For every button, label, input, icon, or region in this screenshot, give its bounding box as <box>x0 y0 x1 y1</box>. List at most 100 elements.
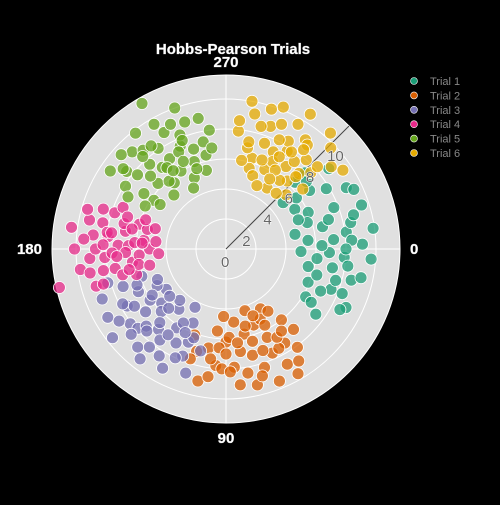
data-point <box>241 366 255 380</box>
data-point <box>254 120 268 133</box>
series-6 <box>231 94 350 202</box>
data-point <box>187 142 201 156</box>
data-point <box>116 280 130 293</box>
data-point <box>319 182 333 196</box>
data-point <box>83 266 97 280</box>
legend-label: Trial 3 <box>430 105 460 117</box>
data-point <box>310 268 324 282</box>
radial-tick-label: 8 <box>306 169 314 186</box>
data-point <box>53 281 66 294</box>
data-point <box>325 261 339 275</box>
data-point <box>202 123 216 137</box>
data-point <box>231 336 244 350</box>
data-point <box>347 182 361 196</box>
data-point <box>135 236 149 250</box>
data-point <box>289 170 303 184</box>
data-point <box>127 299 141 313</box>
data-point <box>274 313 288 327</box>
data-points <box>53 94 380 392</box>
data-point <box>97 264 110 278</box>
data-point <box>137 187 151 201</box>
data-point <box>301 233 315 247</box>
data-point <box>131 168 144 182</box>
data-point <box>314 284 328 298</box>
data-point <box>233 378 247 392</box>
series-1 <box>276 162 380 321</box>
data-point <box>235 153 249 167</box>
data-point <box>315 239 329 253</box>
data-point <box>329 273 343 287</box>
data-point <box>145 288 159 302</box>
data-point <box>310 160 324 174</box>
legend-label: Trial 6 <box>430 148 460 160</box>
data-point <box>179 366 193 380</box>
legend-label: Trial 5 <box>430 134 460 146</box>
radial-tick-label: 4 <box>263 212 271 229</box>
data-point <box>105 226 118 240</box>
data-point <box>166 164 180 178</box>
data-point <box>291 213 305 227</box>
data-point <box>65 220 78 234</box>
angular-axis-ticks: 0 90 180 270 <box>17 54 419 448</box>
data-point <box>103 164 117 178</box>
legend-label: Trial 1 <box>430 76 460 88</box>
data-point <box>263 172 277 186</box>
data-point <box>366 221 380 235</box>
data-point <box>81 202 94 216</box>
data-point <box>83 213 96 227</box>
angular-tick-label: 180 <box>17 241 42 258</box>
data-point <box>175 134 189 147</box>
data-point <box>201 370 215 384</box>
data-point <box>310 252 324 266</box>
angular-tick-label: 270 <box>213 54 238 71</box>
data-point <box>136 150 150 163</box>
data-point <box>176 154 190 168</box>
data-point <box>162 301 176 315</box>
series-4 <box>53 200 166 294</box>
chart-title: Hobbs-Pearson Trials <box>156 41 310 58</box>
data-point <box>168 351 182 365</box>
data-point <box>250 179 264 193</box>
series-5 <box>103 97 219 213</box>
data-point <box>291 117 305 131</box>
data-point <box>304 295 318 309</box>
data-point <box>336 163 350 177</box>
legend-marker <box>410 134 418 143</box>
data-point <box>149 235 163 249</box>
data-point <box>272 341 286 355</box>
data-point <box>116 297 130 311</box>
data-point <box>272 374 286 388</box>
data-point <box>147 117 161 131</box>
data-point <box>122 263 136 277</box>
data-point <box>144 169 157 183</box>
data-point <box>246 348 259 362</box>
data-point <box>324 160 338 174</box>
legend-marker <box>410 91 418 100</box>
data-point <box>327 201 341 215</box>
data-point <box>219 347 233 361</box>
data-point <box>139 305 153 319</box>
data-point <box>167 188 181 202</box>
data-point <box>223 365 237 379</box>
data-point <box>164 117 177 131</box>
data-point <box>321 213 335 227</box>
data-point <box>280 357 294 371</box>
data-point <box>96 238 110 252</box>
data-point <box>258 318 272 332</box>
data-point <box>196 135 210 149</box>
data-point <box>287 322 300 336</box>
data-point <box>116 162 130 176</box>
data-point <box>355 237 369 251</box>
data-point <box>242 135 256 149</box>
radial-tick-label: 10 <box>327 148 344 165</box>
data-point <box>284 145 298 159</box>
data-point <box>124 327 138 341</box>
data-point <box>125 222 139 236</box>
data-point <box>135 97 149 110</box>
data-point <box>288 227 302 241</box>
data-point <box>148 222 162 236</box>
data-point <box>264 102 278 116</box>
legend-marker <box>410 149 418 157</box>
data-point <box>68 242 81 256</box>
data-point <box>191 112 205 125</box>
